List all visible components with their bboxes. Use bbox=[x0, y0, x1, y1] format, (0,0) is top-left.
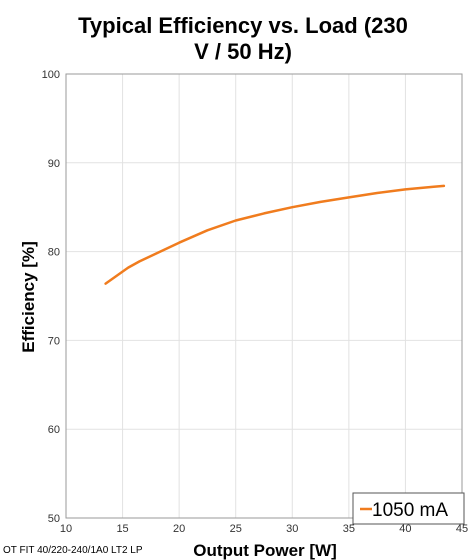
x-tick-label: 35 bbox=[343, 523, 355, 535]
y-tick-label: 70 bbox=[48, 335, 60, 347]
plot-area-frame bbox=[65, 73, 463, 519]
series-line-1050ma bbox=[104, 184, 446, 285]
y-tick-label: 60 bbox=[48, 424, 60, 436]
x-axis-label: Output Power [W] bbox=[193, 541, 337, 560]
legend: 1050 mA bbox=[352, 492, 465, 525]
x-tick-label: 10 bbox=[60, 523, 72, 535]
y-tick-label: 80 bbox=[48, 247, 60, 259]
series-layer bbox=[104, 184, 446, 285]
x-tick-label: 25 bbox=[230, 523, 242, 535]
chart-title-line-2: V / 50 Hz) bbox=[194, 39, 292, 64]
axis-ticks: 10 15 20 25 30 35 40 45 50 60 70 80 90 100 bbox=[42, 69, 468, 535]
x-tick-label: 20 bbox=[173, 523, 185, 535]
x-tick-label: 45 bbox=[456, 523, 468, 535]
legend-label-1050ma: 1050 mA bbox=[372, 500, 448, 521]
x-tick-label: 15 bbox=[116, 523, 128, 535]
y-tick-label: 50 bbox=[48, 513, 60, 525]
grid-lines bbox=[66, 74, 462, 518]
y-tick-label: 90 bbox=[48, 158, 60, 170]
chart-title-line-1: Typical Efficiency vs. Load (230 bbox=[78, 13, 408, 38]
x-tick-label: 40 bbox=[399, 523, 411, 535]
product-label: OT FIT 40/220-240/1A0 LT2 LP bbox=[3, 545, 143, 556]
x-tick-label: 30 bbox=[286, 523, 298, 535]
y-tick-label: 100 bbox=[42, 69, 60, 81]
y-axis-label: Efficiency [%] bbox=[19, 241, 38, 352]
